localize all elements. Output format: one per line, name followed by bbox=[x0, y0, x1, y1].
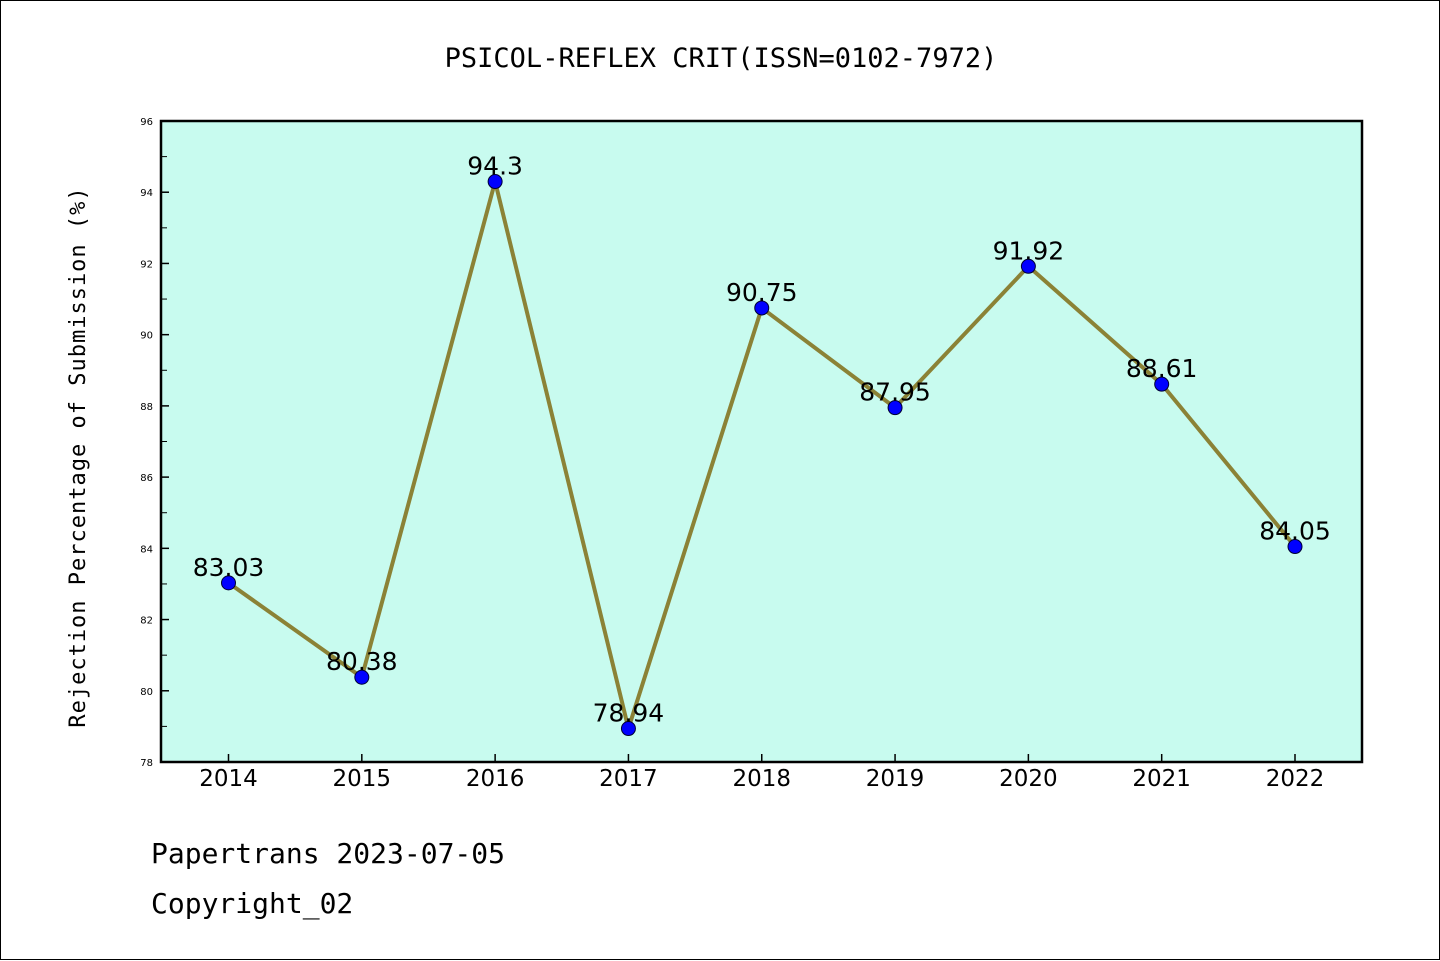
x-tick-label: 2015 bbox=[333, 766, 392, 792]
x-tick-label: 2019 bbox=[866, 766, 925, 792]
data-label: 90.75 bbox=[726, 278, 798, 307]
data-point-marker bbox=[1154, 376, 1170, 392]
footer-date: Papertrans 2023-07-05 bbox=[151, 837, 506, 870]
data-label: 83.03 bbox=[193, 553, 265, 582]
y-tick-label: 92 bbox=[140, 259, 153, 270]
y-tick-label: 94 bbox=[140, 188, 153, 199]
data-label: 91.92 bbox=[993, 236, 1065, 265]
x-tick-label: 2022 bbox=[1266, 766, 1325, 792]
data-point-marker bbox=[754, 300, 770, 316]
data-point-marker bbox=[887, 400, 903, 416]
x-tick-label: 2016 bbox=[466, 766, 525, 792]
x-tick-label: 2020 bbox=[999, 766, 1058, 792]
data-point-marker bbox=[620, 721, 636, 737]
data-point-marker bbox=[354, 669, 370, 685]
y-tick-label: 84 bbox=[140, 544, 153, 555]
data-point-marker bbox=[1287, 539, 1303, 555]
data-label: 94.3 bbox=[467, 152, 523, 181]
data-label: 87.95 bbox=[859, 378, 931, 407]
y-tick-label: 90 bbox=[140, 331, 153, 342]
data-point-marker bbox=[1020, 258, 1036, 274]
data-label: 84.05 bbox=[1259, 517, 1331, 546]
y-axis: 78 80 82 84 86 88 90 92 94 96 bbox=[140, 117, 169, 769]
y-axis-label: Rejection Percentage of Submission (%) bbox=[66, 186, 91, 727]
x-tick-label: 2014 bbox=[199, 766, 258, 792]
y-tick-label: 96 bbox=[140, 117, 153, 128]
data-point-marker bbox=[221, 575, 236, 591]
y-tick-label: 82 bbox=[140, 616, 153, 627]
y-tick-label: 80 bbox=[140, 687, 153, 698]
data-labels: 83.03 80.38 94.3 78.94 90.75 87.95 91.92 88.61 8… bbox=[193, 152, 1331, 728]
y-tick-label: 86 bbox=[140, 473, 153, 484]
plot-area bbox=[161, 121, 1362, 762]
x-tick-label: 2021 bbox=[1132, 766, 1191, 792]
x-tick-label: 2017 bbox=[599, 766, 658, 792]
data-label: 78.94 bbox=[593, 699, 665, 728]
x-axis: 2014 2015 2016 2017 2018 2019 2020 2021 2022 bbox=[199, 754, 1324, 792]
data-point-marker bbox=[487, 174, 503, 190]
data-label: 88.61 bbox=[1126, 354, 1198, 383]
data-label: 80.38 bbox=[326, 647, 398, 676]
plot-border bbox=[159, 119, 1364, 764]
y-tick-label: 78 bbox=[140, 758, 153, 769]
data-points bbox=[221, 174, 1303, 737]
y-tick-label: 88 bbox=[140, 402, 153, 413]
chart-title: PSICOL-REFLEX CRIT(ISSN=0102-7972) bbox=[445, 43, 998, 74]
x-tick-label: 2018 bbox=[732, 766, 791, 792]
footer-copyright: Copyright_02 bbox=[151, 887, 354, 920]
